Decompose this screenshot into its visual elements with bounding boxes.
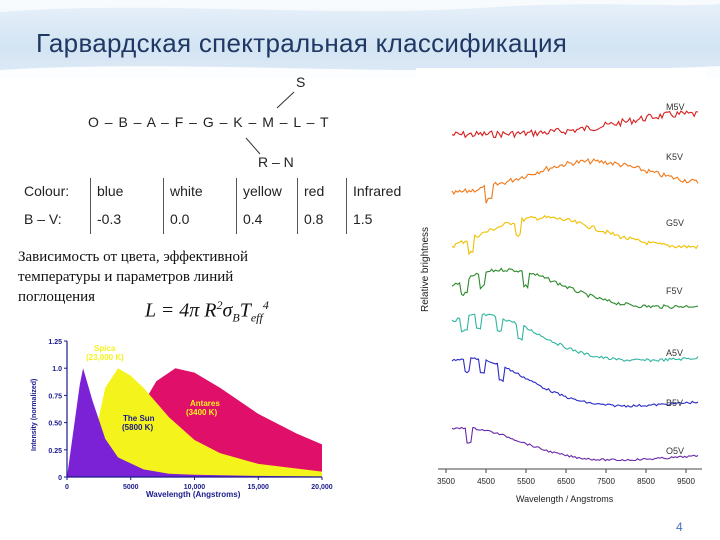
spectrum-line-a5v (451, 313, 699, 363)
spectral-type-label: G5V (666, 218, 684, 228)
table-cell: B – V: (24, 211, 62, 227)
table-cell: blue (90, 178, 164, 206)
antares-temp: (3400 K) (186, 408, 217, 417)
table-cell: red (297, 178, 347, 206)
sun-label: The Sun (123, 414, 155, 423)
spectral-type-label: O5V (666, 446, 684, 456)
spectrum-line-m5v (451, 110, 699, 139)
y-tick-label: 0.50 (48, 421, 62, 428)
spectrum-line-b5v (451, 356, 699, 408)
y-tick-label: 0.75 (48, 393, 62, 400)
x-tick-label: 4500 (477, 477, 495, 486)
spectral-type-label: B5V (666, 398, 683, 408)
x-tick-label: 7500 (597, 477, 615, 486)
luminosity-formula: L = 4π R2σBTeff4 (145, 298, 269, 325)
x-tick-label: 6500 (557, 477, 575, 486)
table-row: Colour: blue white yellow red Infrared (18, 178, 419, 206)
sun-temp: (5800 K) (122, 423, 153, 432)
spica-label: Spica (94, 344, 116, 353)
y-tick-label: 1.25 (48, 339, 62, 346)
table-row: B – V: -0.3 0.0 0.4 0.8 1.5 (18, 206, 419, 234)
y-axis-label: Relative brightness (420, 227, 431, 312)
table-cell: 0.8 (297, 206, 347, 234)
table-cell: -0.3 (90, 206, 164, 234)
page-number: 4 (676, 520, 683, 534)
y-tick-label: 0.25 (48, 448, 62, 455)
y-axis-label: Intensity (normalized) (31, 379, 38, 451)
rn-branch-label: R – N (258, 154, 294, 170)
spectrum-line-f5v (451, 267, 699, 309)
x-tick-label: 9500 (677, 477, 695, 486)
y-tick-label: 0 (58, 475, 62, 482)
x-tick-label: 0 (65, 484, 69, 491)
s-branch-label: S (296, 74, 306, 90)
table-cell: 0.4 (236, 206, 298, 234)
table-cell: yellow (236, 178, 298, 206)
spectral-sequence: O – B – A – F – G – K – M – L – T (88, 114, 330, 130)
spica-temp: (23,000 K) (86, 353, 124, 362)
slide-title: Гарвардская спектральная классификация (36, 28, 568, 58)
title-band (0, 0, 720, 78)
blackbody-chart: 0 0.25 0.50 0.75 1.0 1.25 0 5000 10,000 15,000 20… (26, 333, 340, 503)
caption-line: температуры и параметров линий (18, 269, 234, 285)
x-tick-label: 15,000 (248, 484, 270, 491)
table-cell: white (163, 178, 237, 206)
caption-line: Зависимость от цвета, эффективной (18, 249, 248, 265)
sun-curve (67, 368, 322, 477)
x-tick-label: 3500 (437, 477, 455, 486)
caption-line: поглощения (18, 289, 96, 305)
table-cell: 1.5 (346, 206, 419, 234)
x-tick-label: 20,000 (311, 484, 333, 491)
spectral-type-label: K5V (666, 152, 683, 162)
x-tick-label: 5500 (517, 477, 535, 486)
antares-label: Antares (190, 399, 220, 408)
caption-text: Зависимость от цвета, эффективной темпер… (18, 247, 338, 307)
spectrum-line-k5v (451, 158, 699, 204)
table-cell: 0.0 (163, 206, 237, 234)
spica-curve (67, 368, 322, 477)
y-tick-label: 1.0 (52, 366, 62, 373)
x-axis-label: Wavelength (Angstroms) (146, 490, 241, 499)
spectral-type-label: A5V (666, 348, 683, 358)
x-tick-label: 5000 (123, 484, 139, 491)
table-cell: Colour: (24, 183, 70, 199)
spectral-type-label: F5V (666, 286, 683, 296)
color-table: Colour: blue white yellow red Infrared B… (18, 178, 419, 234)
x-tick-label: 8500 (637, 477, 655, 486)
spectra-chart: M5V K5V G5V F5V A5V B5V O5V 3500 4500 5500 6500 75… (416, 68, 706, 508)
chart-background (416, 68, 706, 508)
spectral-type-label: M5V (666, 102, 685, 112)
x-tick-label: 10,000 (184, 484, 206, 491)
spectrum-line-g5v (451, 214, 699, 256)
table-cell: Infrared (346, 178, 419, 206)
x-axis-label: Wavelength / Angstroms (516, 494, 614, 504)
spectrum-line-o5v (451, 426, 699, 462)
